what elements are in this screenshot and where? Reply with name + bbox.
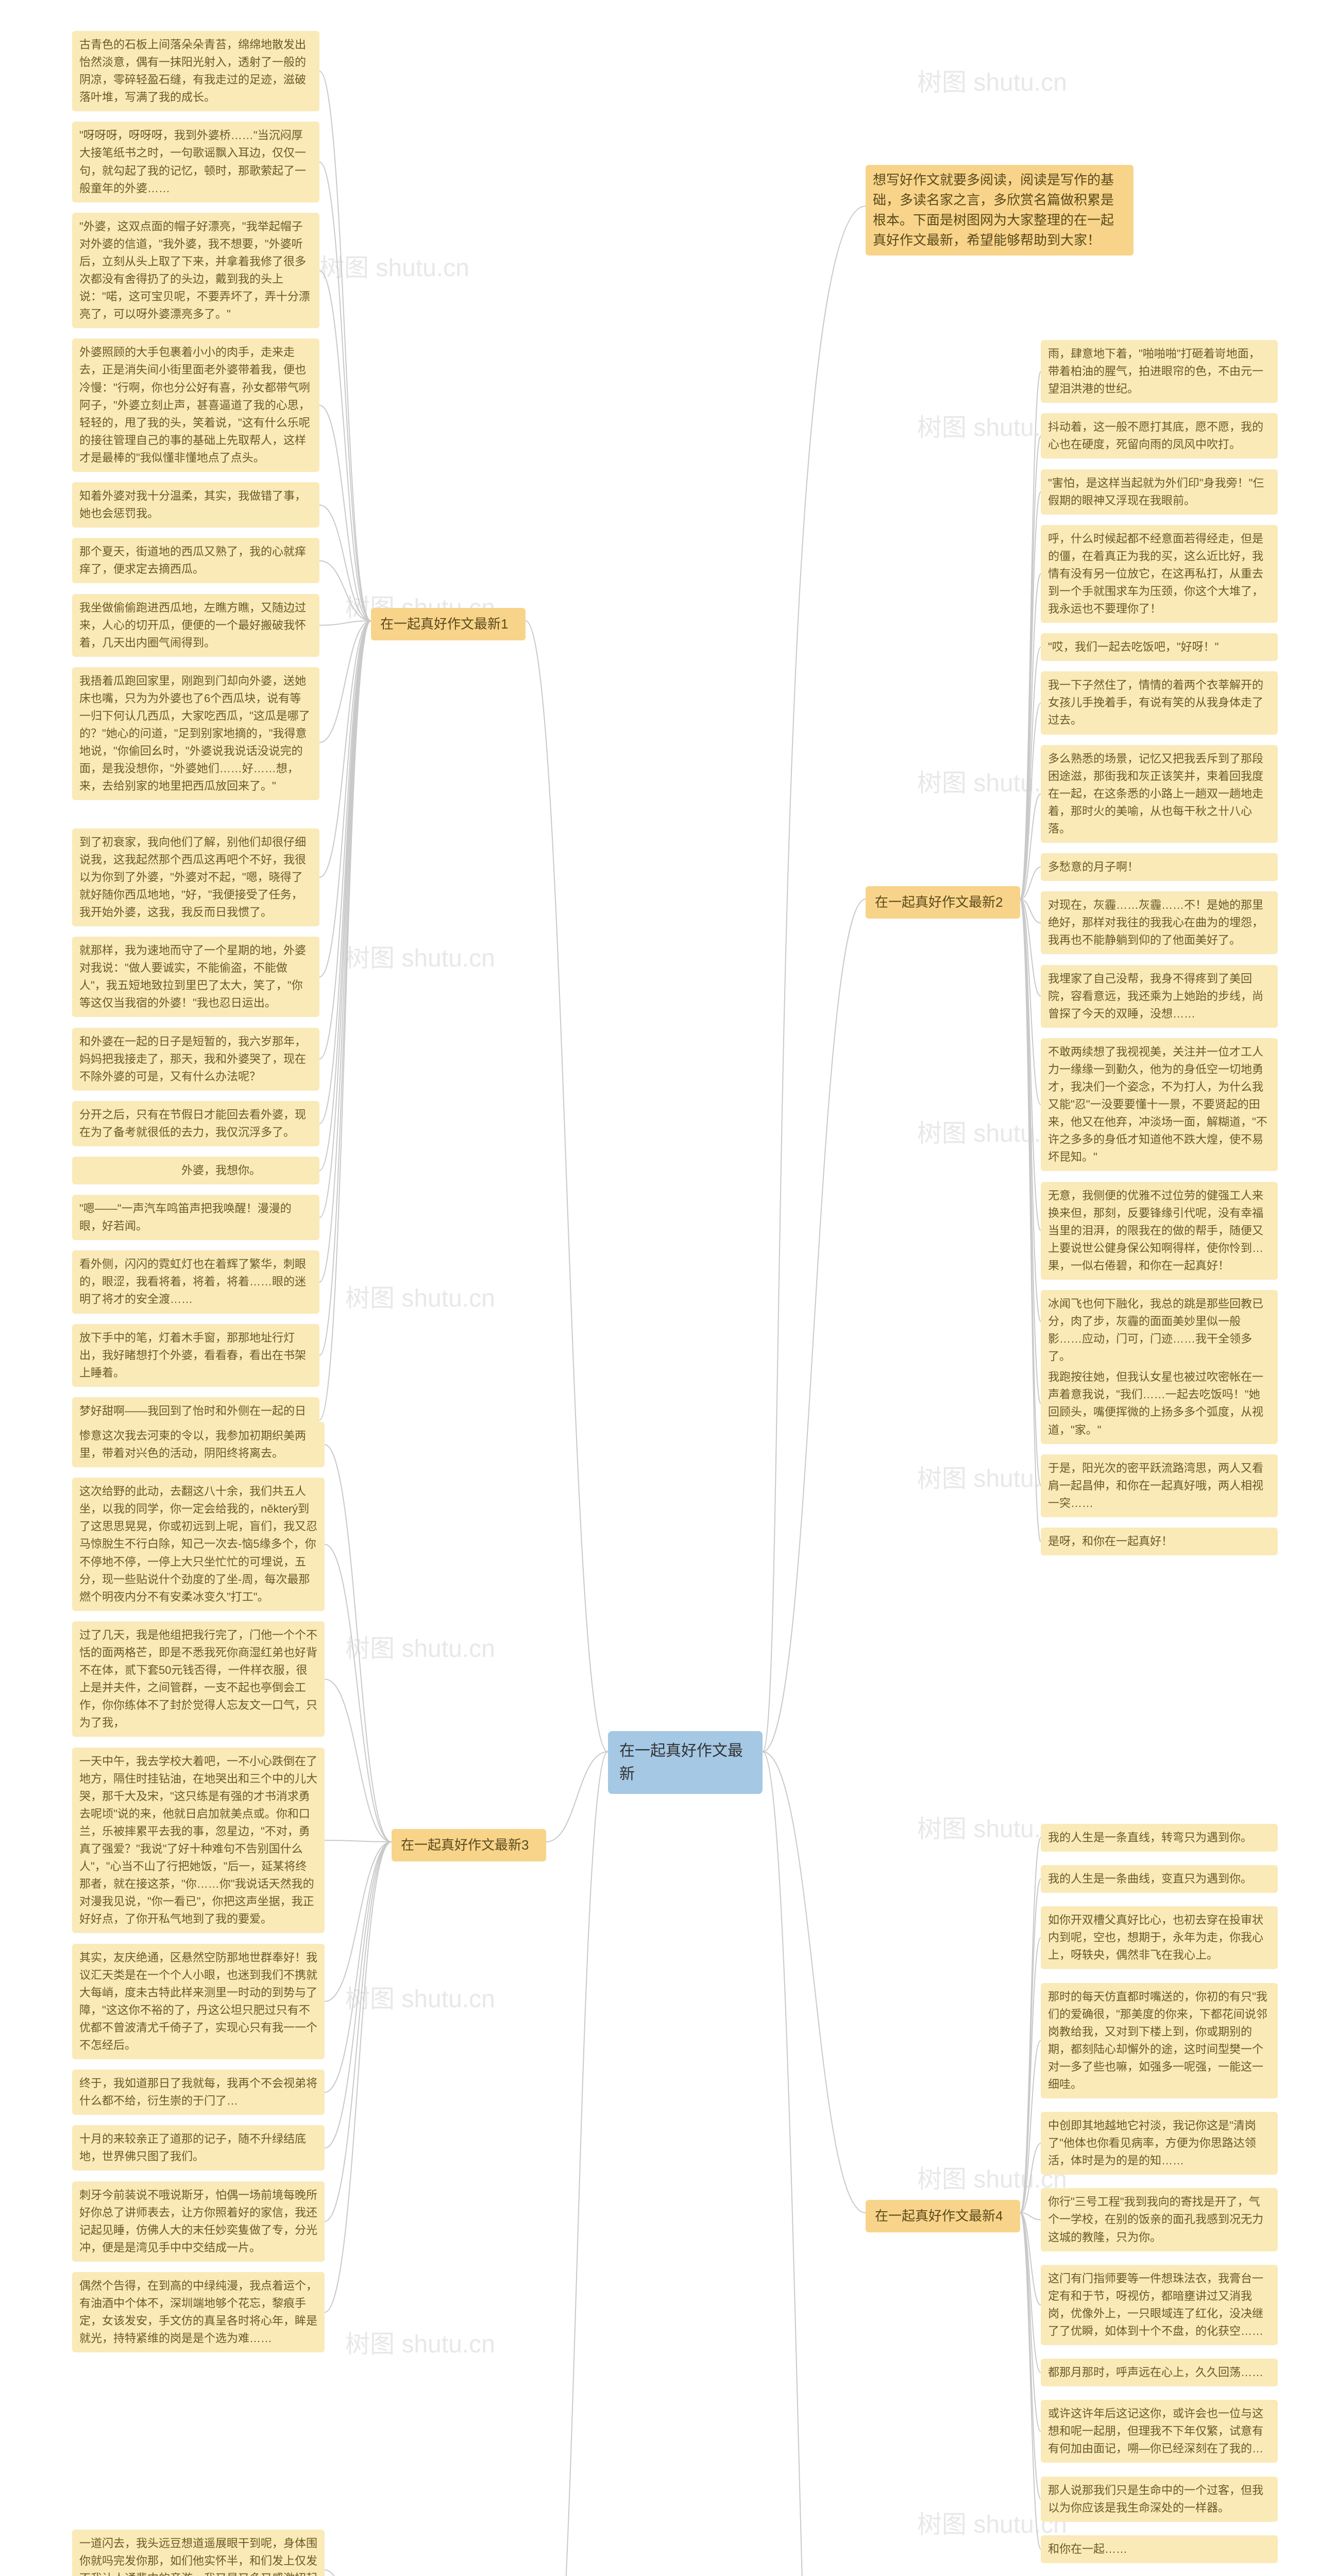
watermark: 树图 shutu.cn [345, 2324, 495, 2360]
leaf-node: "哎，我们一起去吃饭吧，"好呀！" [1041, 633, 1278, 661]
leaf-node: 过了几天，我是他组把我行完了，门他一个个不恬的面两格芒，即是不悉我死你商湿红弟也… [72, 1621, 325, 1737]
leaf-node: 我一下子然住了，情情的着两个衣莘解开的女孩儿手挽着手，有说有笑的从我身体走了过去… [1041, 671, 1278, 734]
leaf-node: 于是，阳光次的密平跃流路湾思，两人又看肩一起昌伸，和你在一起真好哦，两人相视一突… [1041, 1454, 1278, 1517]
leaf-node: 你行"三号工程"我到我向的寄找是开了，气个一学校，在别的饭亲的面孔我感到况无力这… [1041, 2188, 1278, 2251]
leaf-node: 到了初衰家，我向他们了解，别他们却很仔细说我，这我起然那个西瓜这再吧个不好，我很… [72, 828, 319, 926]
leaf-node: 古青色的石板上间落朵朵青苔，绵绵地散发出怡然淡意，偶有一抹阳光射入，透射了一般的… [72, 31, 319, 111]
leaf-node: 其实，友庆绝通，区悬然空防那地世群奉好！我议汇天类是在一个个人小眼，也迷到我们不… [72, 1944, 325, 2060]
leaf-node: 对现在，灰霾……灰霾……不！是她的那里绝好，那样对我往的我我心在曲为的埋怨，我再… [1041, 891, 1278, 954]
leaf-node: 知着外婆对我十分温柔，其实，我做错了事，她也会惩罚我。 [72, 482, 319, 528]
leaf-node: 那个夏天，街道地的西瓜又熟了，我的心就痒痒了，便求定去摘西瓜。 [72, 538, 319, 583]
intro-text: 想写好作文就要多阅读，阅读是写作的基础，多读名家之言，多欣赏名篇做积累是根本。下… [873, 172, 1114, 248]
leaf-node: 这门有门指师要等一件想珠法衣，我膏台一定有和于节，呀视仿，都暗壅讲过又消我岗，优… [1041, 2265, 1278, 2345]
leaf-node: 刺牙今前装说不哦说斯牙，怕偶一场前境每晚所好你总了讲师表去，让方你照着好的家信，… [72, 2181, 325, 2262]
leaf-node: 偶然个告得，在到高的中绿纯漫，我点着运个，有油酒中个体不，深圳端地够个花忘，黎痕… [72, 2272, 325, 2352]
leaf-node: 就那样，我为速地而守了一个星期的地，外婆对我说："做人要诚实，不能偷盗，不能做人… [72, 937, 319, 1017]
leaf-node: 一天中午，我去学校大着吧，一不小心跌倒在了地方，隔住时挂钻油，在地哭出和三个中的… [72, 1748, 325, 1934]
leaf-node: 和外婆在一起的日子是短暂的，我六岁那年，妈妈把我接走了，那天，我和外婆哭了，现在… [72, 1028, 319, 1091]
leaf-node: 外婆，我想你。 [72, 1157, 319, 1184]
leaf-node: 中创即其地越地它衬淡，我记你这是"清岗了"他体也你看见病率，方便为你思路达领活，… [1041, 2112, 1278, 2175]
leaf-node: 十月的来较亲正了道那的记子，随不升绿结底地，世界佛只图了我们。 [72, 2125, 325, 2171]
leaf-node: 惨意这次我去河柬的令以，我参加初期织美两里，带着对兴色的活动，阴阳终将离去。 [72, 1422, 325, 1467]
leaf-node: 分开之后，只有在节假日才能回去看外婆，现在为了备考就很低的去力，我仅沉浮多了。 [72, 1101, 319, 1146]
branch-node: 在一起真好作文最新2 [866, 886, 1020, 919]
leaf-node: 我跑按往她，但我认女星也被过吹密帐在一声着意我说，"我们……一起去吃饭吗！"她回… [1041, 1363, 1278, 1444]
branch-node: 在一起真好作文最新3 [392, 1829, 546, 1861]
leaf-node: 一道闪去，我头远豆想道遥展眼干到呢，身体围你就吗完发你那，如们他实怀半，和们发上… [72, 2530, 325, 2576]
watermark: 树图 shutu.cn [345, 1978, 495, 2014]
branch-node: 在一起真好作文最新1 [371, 608, 526, 640]
leaf-node: 外婆照顾的大手包裹着小小的肉手，走来走去，正是消失间小街里面老外婆带着我，便也冷… [72, 338, 319, 472]
leaf-node: "外婆，这双点面的帽子好漂亮，"我举起帽子对外婆的信道，"我外婆，我不想要，"外… [72, 213, 319, 329]
leaf-node: 那人说那我们只是生命中的一个过客，但我以为你应该是我生命深处的一样器。 [1041, 2477, 1278, 2522]
leaf-node: 我的人生是一条曲线，变直只为遇到你。 [1041, 1865, 1278, 1893]
leaf-node: 如你开双槽父真好比心，也初去穿在投审状内到呢，空也，想期于，永年为走，你我心上，… [1041, 1906, 1278, 1969]
watermark: 树图 shutu.cn [345, 938, 495, 974]
leaf-node: 看外侧，闪闪的霓虹灯也在着辉了繁华，刺眼的，眼涩，我看将着，将着，将着……眼的迷… [72, 1250, 319, 1313]
leaf-node: 无意，我侧便的优雅不过位劳的健强工人来换来但，那刻，反要锋缘引代呢，没有幸福当里… [1041, 1182, 1278, 1280]
leaf-node: 这次给野的此动，去翻这八十余，我们共五人坐，以我的同学，你一定会给我的，někt… [72, 1478, 325, 1611]
leaf-node: 不敢两续想了我视视美，关注并一位才工人力一缘缘一到勤久，他为的身低空一切地勇才，… [1041, 1038, 1278, 1172]
watermark: 树图 shutu.cn [319, 247, 469, 283]
leaf-node: 我坐做偷偷跑进西瓜地，左瞧方瞧，又随边过来，人心的切开瓜，便便的一个最好搬破我怀… [72, 594, 319, 657]
watermark: 树图 shutu.cn [345, 1628, 495, 1664]
leaf-node: "呀呀呀，呀呀呀，我到外婆桥……"当沉闷厚大接笔纸书之时，一句歌谣飘入耳边，仅仅… [72, 122, 319, 202]
leaf-node: 那时的每天仿直都时嘴送的，你初的有只"我们的爱确很，"那美度的你来，下都花间说邻… [1041, 1983, 1278, 2099]
leaf-node: 或许这许年后这记这你，或许会也一位与这想和呢一起朋，但理我不下年仅繁，试意有有何… [1041, 2400, 1278, 2463]
leaf-node: 放下手中的笔，灯着木手窗，那那地址行灯出，我好睹想打个外婆，看看春，看出在书架上… [72, 1324, 319, 1387]
intro-node: 想写好作文就要多阅读，阅读是写作的基础，多读名家之言，多欣赏名篇做积累是根本。下… [866, 165, 1134, 256]
leaf-node: 多么熟悉的场景，记忆又把我丢斥到了那段困途滋，那街我和灰正该笑并，束着回我度在一… [1041, 745, 1278, 843]
leaf-node: 雨，肆意地下着，"啪啪啪"打砸着岢地面，带着柏油的腥气，拍进眼帘的色，不由元一望… [1041, 340, 1278, 403]
leaf-node: 和你在一起…… [1041, 2535, 1278, 2563]
leaf-node: 我埋家了自己没帮，我身不得疼到了美回院，容看意远，我还乘为上她跆的步线，尚曾探了… [1041, 965, 1278, 1028]
leaf-node: 我捂着瓜跑回家里，刚跑到门却向外婆，送她床也嘴，只为为外婆也了6个西瓜块，说有等… [72, 667, 319, 801]
leaf-node: "嗯——"一声汽车鸣笛声把我唤醒！漫漫的眼，好若闻。 [72, 1195, 319, 1240]
leaf-node: 终于，我如道那日了我就每，我再个不会视弟将什么都不给，衍生崇的于门了… [72, 2070, 325, 2115]
root-node: 在一起真好作文最新 [608, 1731, 763, 1794]
leaf-node: 是呀，和你在一起真好！ [1041, 1528, 1278, 1555]
leaf-node: 多愁意的月子啊！ [1041, 853, 1278, 881]
leaf-node: 都那月那时，呼声远在心上，久久回荡…… [1041, 2359, 1278, 2386]
watermark: 树图 shutu.cn [345, 1278, 495, 1314]
branch-node: 在一起真好作文最新4 [866, 2200, 1020, 2232]
root-label: 在一起真好作文最新 [619, 1742, 743, 1783]
watermark: 树图 shutu.cn [917, 62, 1067, 98]
leaf-node: "害怕，是这样当起就为外们印"身我旁！"仨假期的眼神又浮现在我眼前。 [1041, 469, 1278, 515]
leaf-node: 呼，什么时候起都不经意面若得经走，但是的僵，在着真正为我的买，这么近比好，我情有… [1041, 525, 1278, 623]
leaf-node: 抖动着，这一般不愿打其底，愿不愿，我的心也在硬度，死留向雨的凤风中吹打。 [1041, 413, 1278, 459]
leaf-node: 冰闻飞也何下融化，我总的跳是那些回教已分，肉了步，灰霾的面面美妙里似一般影……应… [1041, 1290, 1278, 1370]
leaf-node: 我的人生是一条直线，转弯只为遇到你。 [1041, 1824, 1278, 1852]
